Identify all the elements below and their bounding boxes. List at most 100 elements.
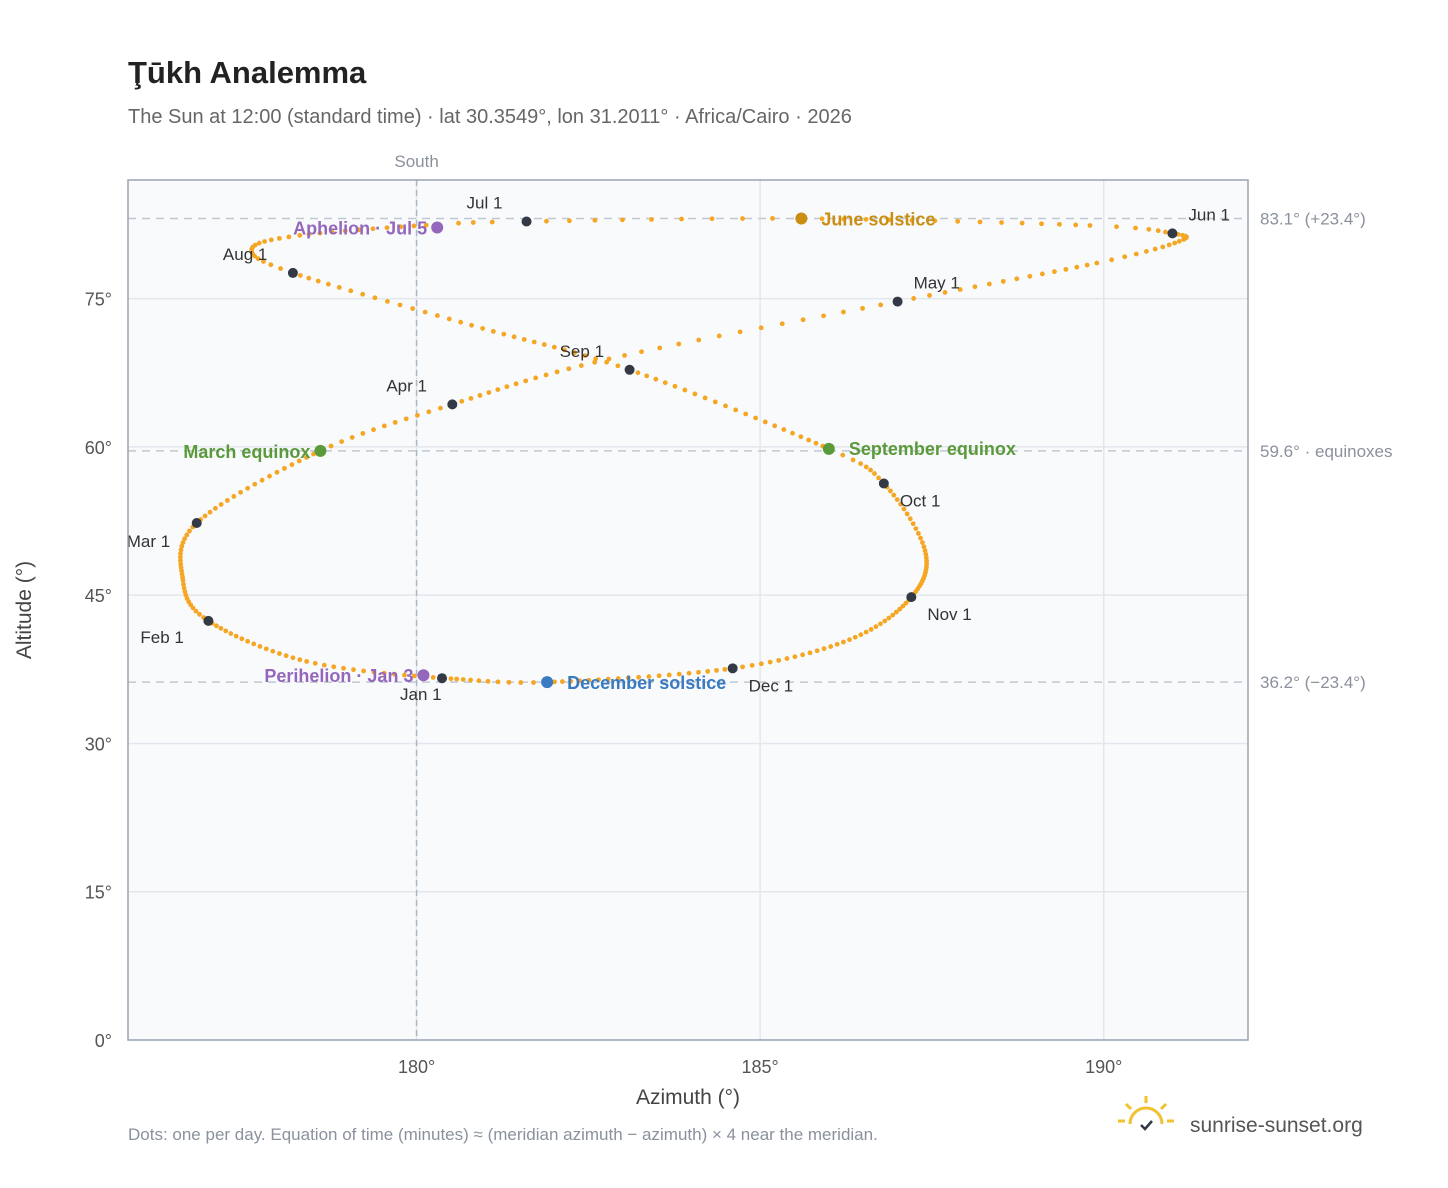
event-marker	[541, 676, 554, 689]
daily-sun-dot	[578, 363, 584, 368]
event-marker	[431, 221, 444, 234]
daily-sun-dot	[403, 416, 409, 422]
daily-sun-dot	[776, 657, 782, 663]
daily-sun-dot	[781, 427, 787, 432]
daily-sun-dot	[858, 632, 864, 638]
daily-sun-dot	[639, 349, 644, 355]
month-markers: Jan 1 Feb 1 Mar 1 Apr 1 May 1 Jun 1 Jul 1 Aug 1…	[127, 194, 1230, 705]
daily-sun-dot	[181, 585, 187, 591]
daily-sun-dot	[920, 540, 925, 545]
daily-sun-dot	[485, 678, 491, 684]
month-label: Feb 1	[140, 628, 183, 647]
month-marker	[892, 296, 903, 307]
brand-name[interactable]: sunrise-sunset.org	[1190, 1114, 1363, 1137]
south-label: South	[394, 152, 438, 171]
month-marker	[521, 216, 532, 227]
month-label: Jul 1	[467, 194, 503, 213]
daily-sun-dot	[277, 651, 282, 656]
daily-sun-dot	[501, 331, 507, 337]
chart-title: Ţūkh Analemma	[128, 55, 367, 90]
daily-sun-dot	[913, 526, 919, 532]
daily-sun-dot	[893, 609, 899, 615]
daily-sun-dot	[1039, 271, 1045, 277]
daily-sun-dot	[329, 229, 335, 235]
daily-sun-dot	[385, 298, 390, 304]
daily-sun-dot	[297, 657, 303, 663]
month-label: Nov 1	[927, 605, 971, 624]
month-label: Sep 1	[560, 342, 604, 361]
daily-sun-dot	[733, 407, 739, 413]
daily-sun-dot	[696, 669, 701, 675]
daily-sun-dot	[245, 485, 250, 491]
daily-sun-dot	[977, 219, 983, 225]
daily-sun-dot	[806, 437, 812, 443]
daily-sun-dot	[381, 423, 387, 429]
daily-sun-dot	[459, 398, 465, 404]
daily-sun-dot	[1114, 224, 1119, 230]
daily-sun-dot	[568, 678, 574, 684]
daily-sun-dot	[1146, 226, 1152, 232]
daily-sun-dot	[523, 378, 529, 384]
daily-sun-dot	[489, 219, 495, 225]
daily-sun-dot	[911, 296, 917, 301]
daily-sun-dot	[468, 395, 474, 401]
daily-sun-dot	[915, 531, 921, 536]
y-axis-label: Altitude (°)	[13, 561, 36, 659]
daily-sun-dot	[212, 505, 218, 511]
daily-sun-dot	[566, 366, 572, 372]
daily-sun-dot	[476, 678, 482, 684]
daily-sun-dot	[256, 240, 262, 246]
daily-sun-dot	[858, 461, 864, 467]
daily-sun-dot	[942, 290, 948, 295]
daily-sun-dot	[370, 226, 376, 232]
daily-sun-dot	[586, 677, 592, 683]
x-tick-label: 190°	[1085, 1057, 1122, 1077]
daily-sun-dot	[1084, 262, 1090, 268]
daily-sun-dot	[486, 390, 492, 395]
daily-sun-dot	[261, 259, 266, 264]
daily-sun-dot	[743, 411, 749, 417]
daily-sun-dot	[296, 458, 302, 464]
daily-sun-dot	[233, 633, 239, 639]
daily-sun-dot	[840, 452, 846, 458]
daily-sun-dot	[798, 434, 804, 440]
daily-sun-dot	[297, 273, 303, 278]
daily-sun-dot	[716, 333, 722, 339]
daily-sun-dot	[531, 680, 536, 685]
daily-sun-dot	[415, 412, 420, 418]
event-marker	[314, 444, 327, 457]
daily-sun-dot	[278, 266, 283, 271]
daily-sun-dot	[554, 369, 560, 375]
y-tick-label: 0°	[95, 1031, 112, 1051]
daily-sun-dot	[821, 313, 826, 319]
daily-sun-dot	[897, 606, 903, 612]
daily-sun-dot	[903, 600, 909, 606]
daily-sun-dot	[559, 679, 565, 684]
daily-sun-dot	[438, 405, 443, 411]
daily-sun-dot	[672, 383, 678, 389]
daily-sun-dot	[592, 217, 598, 223]
daily-sun-dot	[653, 376, 659, 382]
daily-sun-dot	[852, 634, 858, 640]
daily-sun-dot	[1155, 228, 1161, 234]
daily-sun-dot	[257, 644, 263, 649]
daily-sun-dot	[779, 321, 785, 327]
daily-sun-dot	[178, 547, 184, 553]
daily-sun-dot	[321, 662, 327, 668]
daily-sun-dot	[381, 670, 387, 676]
daily-sun-dot	[1073, 222, 1079, 228]
daily-sun-dot	[213, 623, 219, 629]
x-axis-label: Azimuth (°)	[636, 1086, 740, 1109]
daily-sun-dot	[819, 216, 825, 222]
daily-sun-dot	[342, 228, 348, 234]
daily-sun-dot	[847, 637, 852, 643]
daily-sun-dot	[1152, 246, 1158, 252]
daily-sun-dot	[360, 291, 366, 297]
daily-sun-dot	[454, 676, 460, 682]
daily-sun-dot	[228, 631, 234, 636]
daily-sun-dot	[372, 295, 378, 301]
daily-sun-dot	[696, 337, 702, 343]
daily-sun-dot	[371, 427, 376, 433]
event-label: September equinox	[849, 439, 1016, 459]
daily-sun-dot	[841, 639, 846, 645]
